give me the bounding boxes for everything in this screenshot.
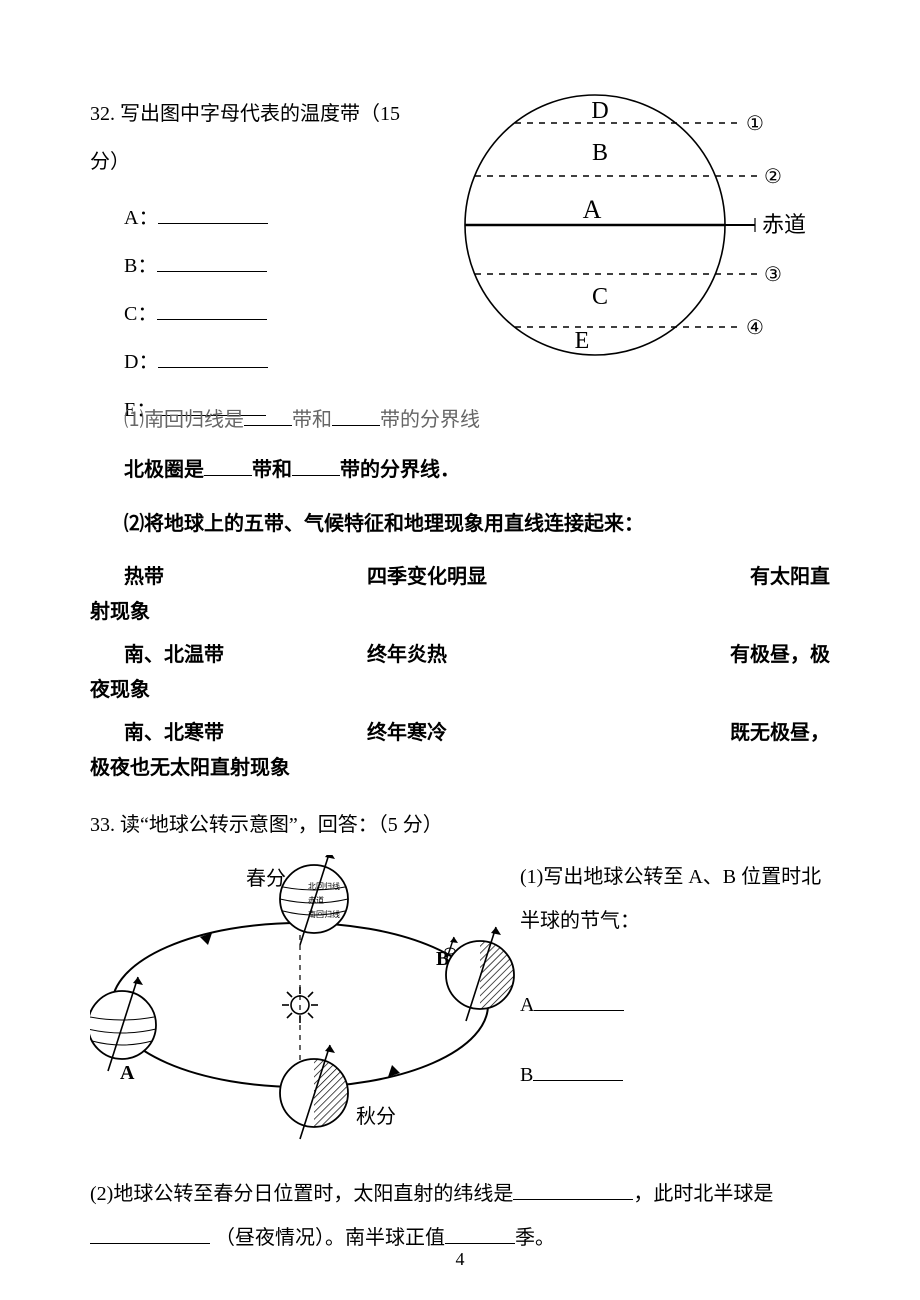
blank-s1c[interactable]: [204, 457, 252, 476]
q32-item-c: C：: [124, 303, 157, 325]
match-r2-mid: 终年炎热: [367, 638, 567, 667]
blank-a[interactable]: [158, 203, 268, 224]
autumn-label: 秋分: [356, 1105, 396, 1128]
q33-q2-p3: （昼夜情况）。南半球正值: [215, 1227, 445, 1249]
zone-e-label: E: [575, 328, 590, 354]
circ-2: ②: [764, 166, 782, 188]
orbit-a-label: A: [120, 1062, 135, 1084]
match-r3-mid: 终年寒冷: [367, 716, 567, 745]
equator-label: 赤道: [762, 212, 806, 237]
blank-c[interactable]: [157, 299, 267, 320]
blank-d[interactable]: [158, 347, 268, 368]
blank-q33-b[interactable]: [533, 1062, 623, 1081]
q32-item-d: D：: [124, 351, 158, 373]
zone-d-label: D: [591, 98, 608, 124]
q32-title: 写出图中字母代表的温度带（15 分）: [90, 103, 400, 173]
match-r2-left: 南、北温带: [124, 638, 304, 667]
q32-diagram: 赤道 A D ① B ② ③ C ④ E: [420, 90, 820, 370]
q32-sub1b-prefix: 北极圈是: [124, 459, 204, 481]
spring-label: 春分: [246, 867, 286, 890]
match-r1-right: 有太阳直: [630, 560, 830, 589]
match-r3-cont: 极夜也无太阳直射现象: [90, 751, 830, 780]
tropic-n-label: 北回归线: [308, 881, 340, 891]
q32-sub1b-end: 带的分界线．: [340, 459, 460, 481]
q33-b-label: B: [520, 1064, 533, 1086]
q33-q1: (1)写出地球公转至 A、B 位置时北半球的节气：: [520, 855, 830, 943]
match-r2-cont: 夜现象: [90, 673, 830, 702]
match-r2-right: 有极昼，极: [630, 638, 830, 667]
zone-b-label: B: [592, 140, 608, 166]
q33-q2-p2: ，此时北半球是: [633, 1183, 773, 1205]
q33-q2-p1: (2)地球公转至春分日位置时，太阳直射的纬线是: [90, 1183, 513, 1205]
q32-sub2: ⑵将地球上的五带、气候特征和地理现象用直线连接起来：: [124, 513, 644, 535]
q33-q2-p4: 季。: [515, 1227, 555, 1249]
q32-sub1-prefix: ⑴南回归线是: [124, 409, 244, 431]
q32-sub1b-mid1: 带和: [252, 459, 292, 481]
q32-sub1-mid2: 带的分界线: [380, 409, 480, 431]
match-r1-mid: 四季变化明显: [367, 560, 567, 589]
q33-a-label: A: [520, 994, 534, 1016]
tropic-s-label: 南回归线: [308, 909, 340, 919]
match-r3-right: 既无极昼，: [630, 716, 830, 745]
q32-sub1-mid1: 带和: [292, 409, 332, 431]
q33-diagram: A B: [90, 855, 520, 1145]
match-r1-left: 热带: [124, 560, 304, 589]
blank-q33-dn[interactable]: [90, 1225, 210, 1244]
equator-inner-label: 赤道: [308, 895, 324, 905]
circ-3: ③: [764, 264, 782, 286]
circ-1: ①: [746, 113, 764, 135]
q32-number: 32.: [90, 103, 115, 125]
page-number: 4: [0, 1249, 920, 1270]
blank-q33-lat[interactable]: [513, 1181, 633, 1200]
blank-s1d[interactable]: [292, 457, 340, 476]
blank-s1a[interactable]: [244, 407, 292, 426]
blank-b[interactable]: [157, 251, 267, 272]
match-r1-cont: 射现象: [90, 595, 830, 624]
q32-item-b: B：: [124, 255, 157, 277]
zone-c-label: C: [592, 284, 608, 310]
match-r3-left: 南、北寒带: [124, 716, 304, 745]
blank-q33-a[interactable]: [534, 992, 624, 1011]
circ-4: ④: [746, 317, 764, 339]
blank-s1b[interactable]: [332, 407, 380, 426]
zone-a-label: A: [583, 195, 602, 224]
q33-title: 读“地球公转示意图”，回答：（5 分）: [120, 814, 443, 836]
q33-number: 33.: [90, 814, 115, 836]
blank-q33-season[interactable]: [445, 1225, 515, 1244]
q32-item-a: A：: [124, 207, 158, 229]
